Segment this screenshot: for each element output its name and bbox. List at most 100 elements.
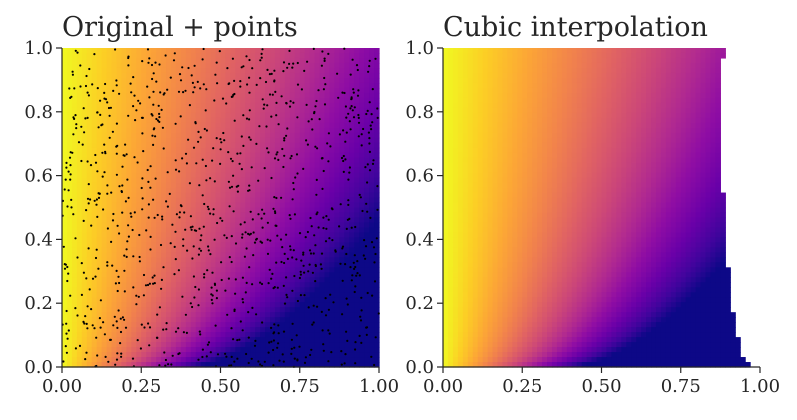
heatmap-cell [190,147,197,154]
heatmap-cell [245,82,251,89]
heatmap-cell [324,307,331,313]
heatmap-cell [260,307,266,313]
heatmap-cell [240,262,246,268]
heatmap-cell [349,172,355,179]
heatmap-cell [284,177,291,184]
heatmap-cell [260,317,266,323]
scatter-point [273,79,276,82]
heatmap-cell [284,317,291,323]
heatmap-cell [195,52,202,59]
heatmap-cell [161,77,167,84]
heatmap-cell [344,307,350,313]
heatmap-cell [274,142,281,149]
heatmap-cell [245,177,251,184]
heatmap-cell [369,192,375,199]
heatmap-cell [76,327,83,333]
heatmap-cell [170,192,177,199]
heatmap-cell [156,192,162,199]
heatmap-cell [289,102,296,109]
heatmap-cell [71,217,78,224]
heatmap-cell [225,57,231,64]
heatmap-cell [121,332,127,338]
heatmap-cell [111,332,118,338]
heatmap-cell [349,252,355,258]
scatter-point [178,211,181,214]
heatmap-cell [166,342,172,348]
heatmap-cell [309,57,316,64]
heatmap-cell [225,237,231,243]
heatmap-cell [274,362,281,368]
heatmap-cell [309,122,316,129]
heatmap-cell [166,192,172,199]
heatmap-cell [265,82,271,89]
heatmap-cell [126,107,132,114]
heatmap-cell [126,152,132,159]
heatmap-cell [240,192,246,199]
scatter-point [165,322,168,325]
scatter-point [160,108,163,111]
heatmap-cell [71,157,78,164]
heatmap-cell [161,137,167,144]
heatmap-cell [319,187,326,194]
scatter-point [127,114,130,117]
heatmap-cell [329,92,336,99]
heatmap-cell [250,77,256,84]
heatmap-cell [180,337,187,343]
heatmap-cell [245,147,251,154]
heatmap-cell [190,127,197,134]
heatmap-cell [225,82,231,89]
heatmap-cell [334,57,340,64]
heatmap-cell [116,192,123,199]
heatmap-cell [329,142,336,149]
heatmap-cell [230,307,236,313]
heatmap-cell [141,207,147,214]
heatmap-cell [319,97,326,104]
heatmap-cell [205,352,212,358]
heatmap-cell [289,137,296,144]
heatmap-cell [255,87,261,94]
heatmap-cell [81,242,88,248]
heatmap-cell [240,357,246,363]
heatmap-cell [294,322,301,328]
heatmap-cell [106,287,113,293]
heatmap-cell [161,217,167,224]
heatmap-cell [81,317,88,323]
heatmap-cell [215,332,222,338]
heatmap-cell [106,102,113,109]
heatmap-cell [71,102,78,109]
heatmap-cell [106,327,113,333]
heatmap-cell [86,87,93,94]
heatmap-cell [180,277,187,283]
scatter-point [282,360,285,363]
heatmap-cell [116,127,123,134]
scatter-point [93,199,96,202]
heatmap-cell [126,142,132,149]
heatmap-cell [161,62,167,69]
scatter-point [275,261,278,264]
heatmap-cell [279,287,286,293]
scatter-point [267,351,270,354]
heatmap-cell [299,142,306,149]
scatter-point [281,246,284,249]
heatmap-cell [294,237,301,243]
heatmap-cell [304,307,311,313]
scatter-point [296,61,299,65]
heatmap-cell [250,122,256,129]
heatmap-cell [180,342,187,348]
heatmap-cell [76,202,83,209]
heatmap-cell [349,317,355,323]
heatmap-cell [116,252,123,258]
heatmap-cell [299,272,306,278]
heatmap-cell [205,197,212,204]
heatmap-cell [319,272,326,278]
heatmap-cell [66,282,73,288]
heatmap-cell [161,277,167,283]
heatmap-cell [344,212,350,219]
heatmap-cell [304,167,311,174]
scatter-point [324,240,328,243]
heatmap-cell [91,187,98,194]
scatter-point [71,70,74,73]
scatter-point [223,139,226,142]
heatmap-cell [220,272,227,278]
heatmap-cell [364,267,370,273]
